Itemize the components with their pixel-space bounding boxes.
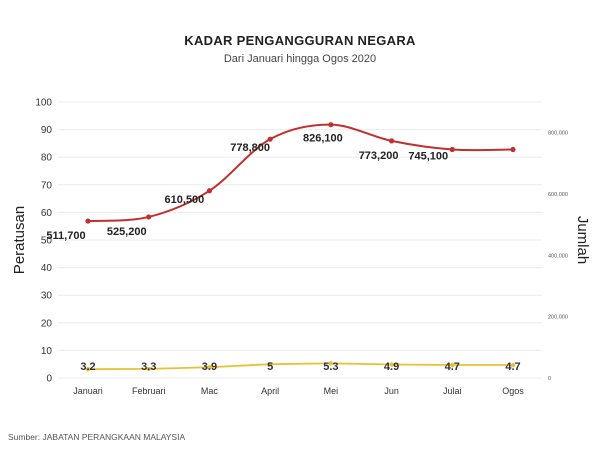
jumlah-point (388, 138, 395, 144)
x-tick-label: Februari (132, 386, 166, 396)
x-tick-label: Mac (201, 386, 219, 396)
left-axis-label: Peratusan (11, 206, 28, 274)
x-tick-label: Januari (73, 386, 103, 396)
right-tick-label: 0 (548, 376, 551, 382)
left-tick-label: 90 (41, 125, 53, 136)
jumlah-data-label: 525,200 (107, 226, 147, 238)
peratusan-point (450, 362, 455, 368)
jumlah-data-label: 778,800 (230, 142, 270, 154)
peratusan-point (389, 362, 394, 367)
right-tick-label: 200,000 (548, 315, 568, 321)
x-tick-label: Julai (443, 386, 462, 396)
x-tick-label: Jun (384, 386, 399, 396)
peratusan-data-label: 3.2 (80, 361, 95, 373)
left-tick-label: 20 (41, 318, 53, 329)
peratusan-data-label: 4.7 (505, 361, 520, 373)
x-tick-label: Ogos (502, 386, 524, 396)
jumlah-point (267, 136, 273, 142)
jumlah-data-label: 511,700 (46, 230, 85, 242)
peratusan-point (328, 361, 334, 366)
axes: 0 10 20 30 40 50 60 70 80 90 100 0 200,000 400,000 600… (35, 98, 568, 397)
peratusan-data-label: 4.9 (384, 361, 399, 373)
left-tick-label: 50 (41, 236, 53, 247)
left-tick-label: 30 (41, 291, 53, 302)
peratusan-point (85, 366, 91, 372)
peratusan-data-label: 4.7 (445, 361, 460, 373)
right-tick-label: 800,000 (548, 131, 568, 137)
left-tick-label: 40 (41, 263, 53, 274)
peratusan-data-label: 3.9 (202, 361, 217, 373)
right-tick-label: 600,000 (548, 192, 568, 198)
left-tick-label: 100 (35, 98, 52, 109)
left-tick-label: 80 (41, 153, 53, 164)
peratusan-point (510, 362, 516, 368)
peratusan-point (207, 365, 212, 370)
source-note: Sumber: JABATAN PERANGKAAN MALAYSIA (8, 432, 185, 442)
jumlah-data-label: 745,100 (408, 151, 448, 163)
peratusan-data-label: 5.3 (323, 361, 338, 373)
chart-subtitle: Dari Januari hingga Ogos 2020 (224, 53, 376, 65)
left-tick-label: 70 (41, 180, 53, 191)
gridlines (58, 101, 542, 379)
series (85, 122, 516, 372)
right-axis-label: Jumlah (574, 216, 591, 264)
jumlah-point (206, 188, 213, 194)
x-tick-label: April (261, 386, 279, 396)
jumlah-point (146, 214, 152, 220)
left-tick-label: 60 (41, 208, 53, 219)
jumlah-point (449, 146, 455, 153)
jumlah-line (87, 123, 514, 223)
data-labels: 511,700 525,200 610,500 778,800 826,100 773,2… (46, 133, 520, 373)
peratusan-point (267, 362, 273, 367)
jumlah-data-label: 826,100 (303, 133, 343, 145)
peratusan-line (87, 362, 513, 371)
jumlah-point (328, 122, 334, 128)
x-tick-label: Mei (324, 386, 339, 396)
left-tick-label: 0 (46, 374, 52, 385)
right-tick-label: 400,000 (548, 253, 568, 259)
jumlah-data-label: 610,500 (165, 194, 205, 206)
jumlah-point (85, 218, 91, 224)
peratusan-data-label: 3.3 (141, 361, 156, 373)
peratusan-point (146, 366, 151, 372)
left-tick-label: 10 (41, 346, 53, 357)
jumlah-data-label: 773,200 (359, 150, 399, 162)
chart-title: KADAR PENGANGGURAN NEGARA (184, 33, 416, 48)
jumlah-point (510, 146, 516, 153)
peratusan-data-label: 5 (267, 361, 273, 373)
